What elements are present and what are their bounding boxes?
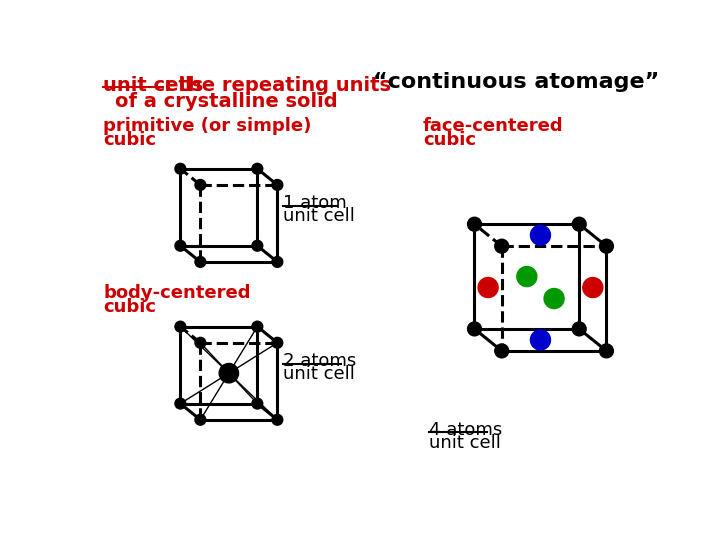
Circle shape xyxy=(195,256,206,267)
Text: unit cell: unit cell xyxy=(283,207,355,225)
Circle shape xyxy=(252,240,263,251)
Circle shape xyxy=(252,164,263,174)
Circle shape xyxy=(582,278,603,298)
Circle shape xyxy=(175,240,186,251)
Circle shape xyxy=(195,338,206,348)
Text: 2 atoms: 2 atoms xyxy=(283,352,356,370)
Circle shape xyxy=(544,288,564,308)
Circle shape xyxy=(195,179,206,190)
Text: “continuous atomage”: “continuous atomage” xyxy=(373,72,659,92)
Circle shape xyxy=(175,164,186,174)
Text: : the repeating units: : the repeating units xyxy=(164,76,391,94)
Circle shape xyxy=(195,414,206,425)
Circle shape xyxy=(531,225,551,245)
Text: face-centered: face-centered xyxy=(423,117,564,135)
Circle shape xyxy=(272,414,283,425)
Text: unit cells: unit cells xyxy=(104,76,204,94)
Circle shape xyxy=(467,217,482,231)
Text: unit cell: unit cell xyxy=(283,365,355,383)
Circle shape xyxy=(252,398,263,409)
Circle shape xyxy=(272,179,283,190)
Text: body-centered: body-centered xyxy=(104,284,251,302)
Text: 4 atoms: 4 atoms xyxy=(429,421,503,438)
Circle shape xyxy=(572,217,586,231)
Circle shape xyxy=(517,267,537,287)
Circle shape xyxy=(495,239,508,253)
Circle shape xyxy=(175,398,186,409)
Circle shape xyxy=(467,322,482,336)
Circle shape xyxy=(531,330,551,350)
Circle shape xyxy=(600,344,613,358)
Circle shape xyxy=(219,363,238,383)
Text: of a crystalline solid: of a crystalline solid xyxy=(115,92,338,111)
Text: primitive (or simple): primitive (or simple) xyxy=(104,117,312,135)
Circle shape xyxy=(572,322,586,336)
Circle shape xyxy=(600,239,613,253)
Text: cubic: cubic xyxy=(423,131,476,149)
Text: 1 atom: 1 atom xyxy=(283,194,346,212)
Circle shape xyxy=(478,278,498,298)
Circle shape xyxy=(272,256,283,267)
Text: cubic: cubic xyxy=(104,131,156,149)
Circle shape xyxy=(175,321,186,332)
Text: unit cell: unit cell xyxy=(429,434,501,451)
Circle shape xyxy=(495,344,508,358)
Circle shape xyxy=(272,338,283,348)
Text: cubic: cubic xyxy=(104,298,156,316)
Circle shape xyxy=(252,321,263,332)
